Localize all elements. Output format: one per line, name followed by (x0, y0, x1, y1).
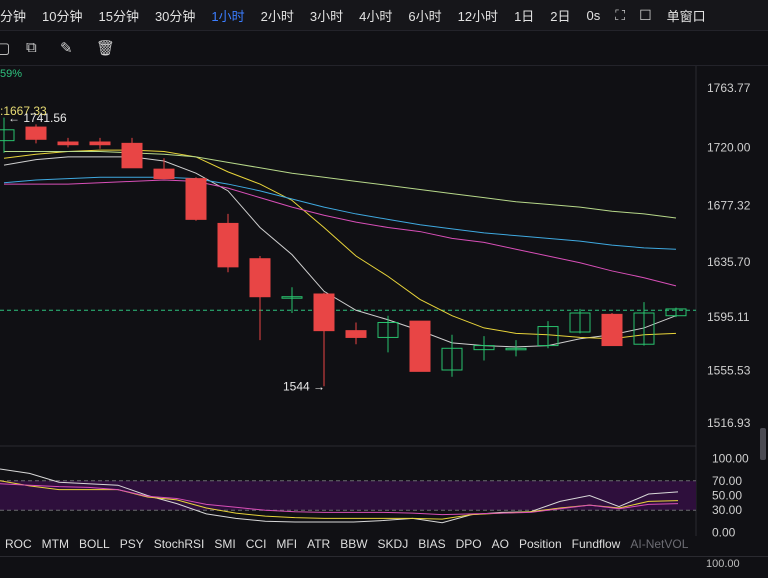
trash-icon[interactable]: 🗑 (96, 40, 116, 57)
ma-line-white (3, 156, 677, 348)
indicator-tab-ao[interactable]: AO (491, 537, 509, 551)
candle-body (121, 142, 143, 169)
indicator-tab-smi[interactable]: SMI (214, 537, 236, 551)
sub-line-white (0, 468, 679, 524)
timeframe-7[interactable]: 4小时 (359, 8, 393, 24)
sub-axis-tick: 70.00 (712, 474, 742, 488)
indicator-tab-bias[interactable]: BIAS (418, 537, 446, 551)
sub-axis-tick: 50.00 (712, 489, 742, 503)
indicator-tab-fundflow[interactable]: Fundflow (571, 537, 621, 551)
ma-line-pink (4, 179, 677, 287)
candle-body (313, 293, 335, 332)
bottom-panel: 100.00 (0, 556, 768, 578)
indicator-tab-psy[interactable]: PSY (119, 537, 144, 551)
indicator-tab-boll[interactable]: BOLL (79, 537, 110, 551)
indicator-tab-mfi[interactable]: MFI (276, 537, 298, 551)
y-axis-tick: 1516.93 (707, 416, 751, 430)
timeframe-5[interactable]: 2小时 (260, 8, 294, 24)
y-axis-tick: 1677.32 (707, 198, 751, 212)
y-axis-tick: 1595.11 (707, 310, 750, 324)
indicator-tab-bbw[interactable]: BBW (340, 537, 368, 551)
edit-icon[interactable]: ✎ (60, 40, 73, 57)
candle-body (569, 312, 591, 333)
indicator-tab-roc[interactable]: ROC (5, 537, 32, 551)
indicator-tab-mtm[interactable]: MTM (41, 537, 69, 551)
high-annotation: ← 1741.56 (8, 111, 67, 125)
window-icon[interactable]: ☐ (639, 6, 652, 23)
candle-body (25, 126, 47, 140)
indicator-tab-cci[interactable]: CCI (245, 537, 267, 551)
timeframe-1[interactable]: 10分钟 (42, 8, 83, 24)
y-axis-tick: 1635.70 (707, 255, 751, 269)
sub-axis-tick: 0.00 (712, 525, 736, 539)
timeframe-3[interactable]: 30分钟 (154, 8, 196, 24)
indicator-tab-atr[interactable]: ATR (307, 537, 331, 551)
timeframe-0[interactable]: 分钟 (0, 8, 27, 24)
indicator-percent: 59% (0, 68, 23, 80)
timeframe-list: 分钟 10分钟 15分钟 30分钟 1小时 2小时 3小时 4小时 6小时 12小时 1日 2日 0s (0, 6, 608, 25)
timeframe-12[interactable]: 0s (586, 7, 601, 23)
candle-body (217, 222, 239, 268)
indicator-tabs: ROC MTM BOLL PSY StochRSI SMI CCI MFI ATR BBW SKDJ… (0, 533, 768, 555)
timeframe-4[interactable]: 1小时 (211, 8, 245, 24)
timeframe-10[interactable]: 1日 (514, 8, 535, 24)
sub-line-pink (0, 483, 679, 516)
overbought-band (0, 480, 696, 511)
single-window-button[interactable]: 单窗口 (666, 8, 706, 24)
bottom-axis-label: 100.00 (706, 558, 740, 570)
y-axis-tick: 1720.00 (707, 140, 751, 154)
ma-line-blue (3, 176, 677, 250)
indicator-tab-skdj[interactable]: SKDJ (377, 537, 409, 551)
candle-body (249, 258, 271, 298)
candle-body (153, 168, 175, 180)
indicator-tab-position[interactable]: Position (518, 537, 562, 551)
sub-axis-tick: 30.00 (712, 503, 742, 517)
copy-icon[interactable]: ⧉ (26, 39, 37, 56)
panel-resize-handle[interactable] (760, 428, 766, 460)
candle-body (57, 141, 79, 146)
ma-value: :1667.33 (0, 104, 47, 118)
candle-body (281, 296, 303, 299)
y-axis-tick: 1555.53 (707, 364, 751, 378)
indicator-tab-stochrsi[interactable]: StochRSI (153, 537, 205, 551)
drawing-toolbar: ▢ ⧉ ✎ 🗑 (0, 31, 768, 66)
candle-body (409, 320, 431, 372)
indicator-tab-dpo[interactable]: DPO (455, 537, 482, 551)
fullscreen-icon[interactable]: ⛶ (615, 6, 626, 23)
candle-body (89, 141, 111, 146)
low-annotation: 1544 → (283, 379, 325, 393)
candle-body (473, 345, 495, 351)
candle-body (0, 129, 15, 142)
ma-line-green (4, 151, 677, 219)
y-axis-tick: 1763.77 (707, 81, 751, 95)
candle-body (377, 322, 399, 338)
timeframe-11[interactable]: 2日 (550, 8, 571, 24)
timeframe-8[interactable]: 6小时 (408, 8, 442, 24)
candle-body (185, 178, 207, 220)
candle-body (601, 313, 623, 347)
candle-body (505, 347, 527, 351)
sub-axis-tick: 100.00 (712, 452, 749, 466)
ma-line-yellow (3, 149, 677, 340)
candle-body (633, 312, 655, 345)
crop-icon[interactable]: ▢ (0, 40, 11, 57)
timeframe-9[interactable]: 12小时 (457, 8, 499, 24)
candle-body (665, 308, 687, 317)
candle-body (537, 326, 559, 347)
candle-body (441, 347, 463, 371)
timeframe-6[interactable]: 3小时 (309, 8, 344, 24)
indicator-tab-ai-netvol[interactable]: AI-NetVOL (630, 537, 689, 551)
candle-body (345, 330, 367, 338)
timeframe-toolbar: 分钟 10分钟 15分钟 30分钟 1小时 2小时 3小时 4小时 6小时 12小时 1日 2日 0s … (0, 0, 768, 31)
timeframe-2[interactable]: 15分钟 (98, 8, 139, 24)
